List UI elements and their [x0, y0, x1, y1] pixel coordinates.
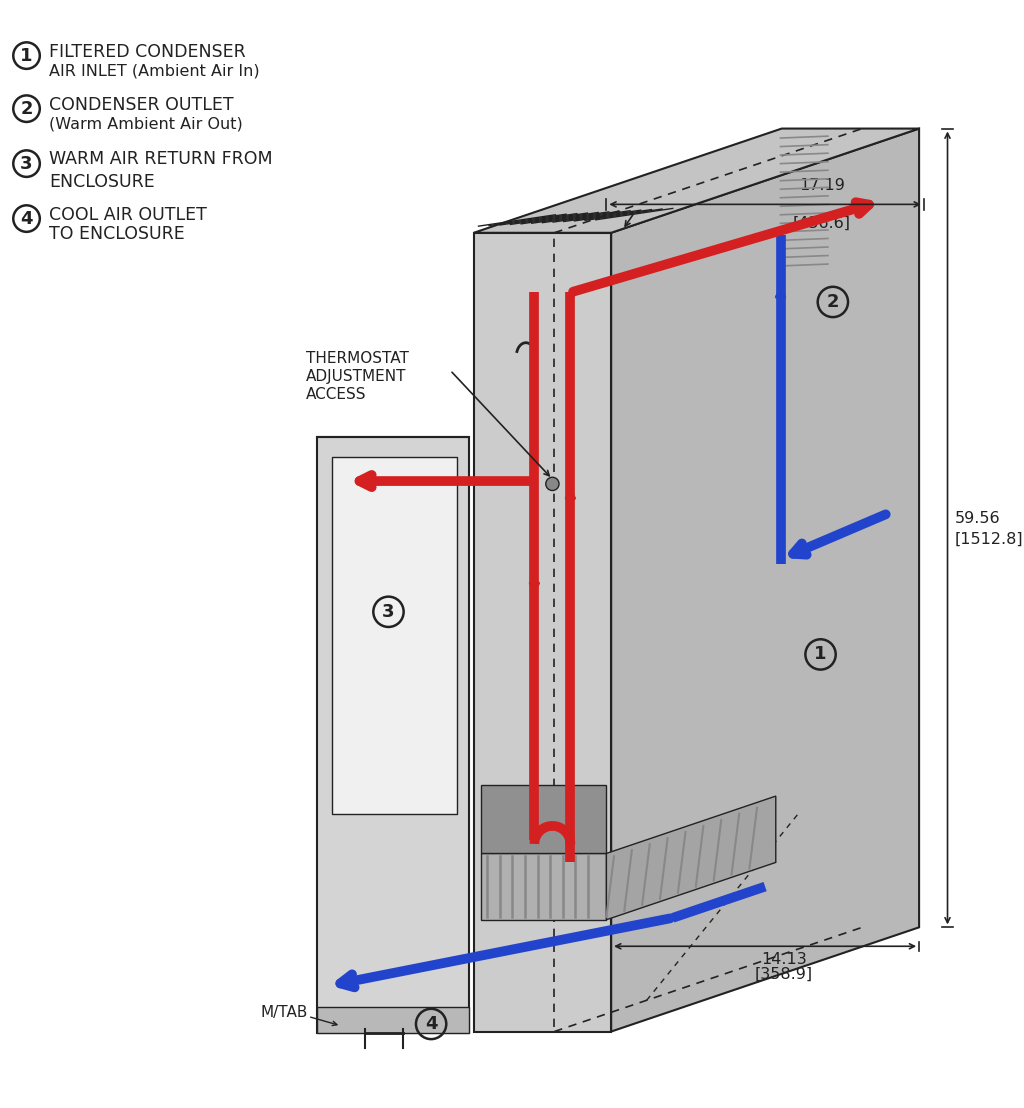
- Text: 17.19: 17.19: [799, 178, 845, 193]
- Text: CONDENSER OUTLET: CONDENSER OUTLET: [49, 96, 233, 114]
- Text: COOL AIR OUTLET: COOL AIR OUTLET: [49, 206, 207, 224]
- Circle shape: [546, 478, 559, 491]
- Polygon shape: [481, 853, 606, 920]
- Text: 2: 2: [826, 293, 839, 311]
- Text: 1: 1: [814, 646, 826, 664]
- Text: 59.56: 59.56: [955, 511, 1000, 526]
- Text: [1512.8]: [1512.8]: [955, 532, 1024, 547]
- Text: 4: 4: [425, 1015, 437, 1033]
- Polygon shape: [606, 796, 776, 920]
- Text: M/TAB: M/TAB: [260, 1005, 308, 1020]
- Text: ADJUSTMENT: ADJUSTMENT: [306, 369, 407, 384]
- Text: 4: 4: [20, 209, 33, 227]
- Circle shape: [548, 479, 557, 489]
- Text: ACCESS: ACCESS: [306, 387, 367, 402]
- Text: [358.9]: [358.9]: [755, 967, 813, 982]
- Text: 14.13: 14.13: [761, 952, 807, 967]
- Polygon shape: [474, 129, 920, 233]
- Polygon shape: [481, 786, 606, 853]
- Text: 2: 2: [20, 100, 33, 117]
- Polygon shape: [317, 1007, 469, 1034]
- Text: 1: 1: [20, 47, 33, 64]
- Text: (Warm Ambient Air Out): (Warm Ambient Air Out): [49, 116, 243, 131]
- Text: THERMOSTAT: THERMOSTAT: [306, 351, 409, 367]
- Text: 3: 3: [20, 155, 33, 173]
- Text: TO ENCLOSURE: TO ENCLOSURE: [49, 225, 185, 244]
- Text: AIR INLET (Ambient Air In): AIR INLET (Ambient Air In): [49, 63, 260, 79]
- Polygon shape: [611, 129, 920, 1032]
- Text: [436.6]: [436.6]: [793, 216, 851, 230]
- Polygon shape: [317, 437, 469, 1034]
- Text: ENCLOSURE: ENCLOSURE: [49, 173, 155, 191]
- Polygon shape: [332, 458, 457, 813]
- Text: FILTERED CONDENSER: FILTERED CONDENSER: [49, 43, 246, 61]
- Text: 3: 3: [382, 603, 394, 620]
- Polygon shape: [474, 233, 611, 1032]
- Text: WARM AIR RETURN FROM: WARM AIR RETURN FROM: [49, 151, 272, 168]
